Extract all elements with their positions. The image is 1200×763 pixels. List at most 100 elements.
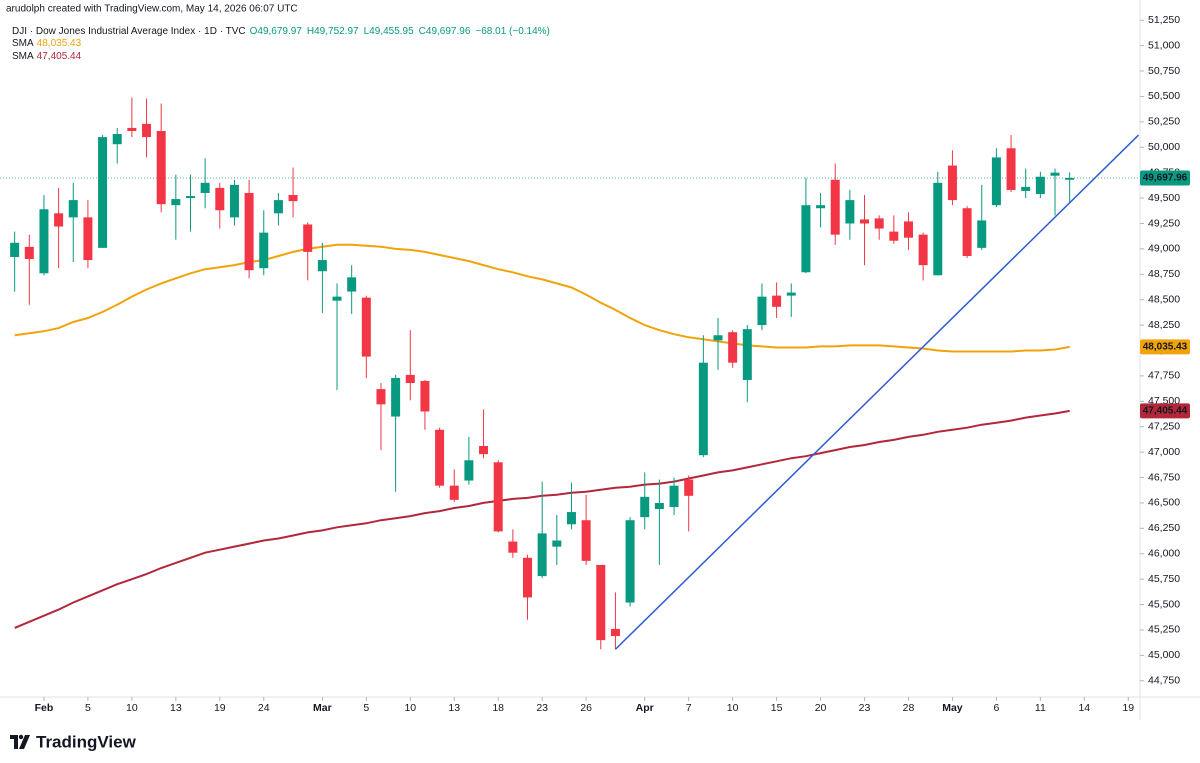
x-tick-label: 18 bbox=[492, 702, 504, 714]
attribution: arudolph created with TradingView.com, M… bbox=[6, 4, 298, 15]
candle-body bbox=[757, 296, 767, 326]
symbol: DJI · Dow Jones Industrial Average Index… bbox=[12, 26, 246, 37]
candle-body bbox=[625, 520, 635, 603]
candle-body bbox=[918, 234, 928, 266]
candle-body bbox=[889, 231, 899, 241]
x-tick-label: 6 bbox=[993, 702, 999, 714]
x-tick-label: 20 bbox=[815, 702, 827, 714]
trendline bbox=[614, 134, 1140, 650]
candle-body bbox=[596, 564, 606, 641]
x-tick-label: 5 bbox=[85, 702, 91, 714]
candle-body bbox=[1065, 177, 1075, 180]
last-price-label: 49,697.96 bbox=[1143, 173, 1188, 184]
candle-body bbox=[860, 219, 870, 224]
y-tick-label: 48,250 bbox=[1148, 319, 1180, 331]
y-tick-label: 47,250 bbox=[1148, 420, 1180, 432]
y-tick-label: 50,250 bbox=[1148, 116, 1180, 128]
candle-body bbox=[200, 182, 210, 193]
candle-body bbox=[640, 496, 650, 518]
candle-body bbox=[420, 380, 430, 412]
candle-body bbox=[874, 218, 884, 229]
candle-body bbox=[830, 179, 840, 235]
ohlc-value: −68.01 (−0.14%) bbox=[475, 26, 550, 37]
candle-body bbox=[288, 195, 298, 202]
candle-body bbox=[845, 200, 855, 224]
x-tick-label: 26 bbox=[580, 702, 592, 714]
candle-body bbox=[816, 205, 826, 209]
logo-icon bbox=[10, 735, 30, 749]
legend-name: SMA bbox=[12, 51, 34, 62]
candle-body bbox=[537, 533, 547, 577]
y-tick-label: 50,000 bbox=[1148, 141, 1180, 153]
candle-body bbox=[273, 200, 283, 214]
candle-body bbox=[1021, 186, 1031, 191]
candle-body bbox=[244, 192, 254, 271]
x-tick-label: 10 bbox=[126, 702, 138, 714]
candle-body bbox=[552, 540, 562, 547]
candle-body bbox=[728, 332, 738, 363]
candle-body bbox=[742, 329, 752, 380]
candle-body bbox=[142, 123, 152, 138]
y-tick-label: 46,500 bbox=[1148, 497, 1180, 509]
candle-body bbox=[24, 246, 34, 260]
legend-value: 48,035.43 bbox=[37, 38, 82, 49]
candle-body bbox=[259, 232, 269, 269]
x-tick-label: 23 bbox=[536, 702, 548, 714]
x-tick-label: 5 bbox=[363, 702, 369, 714]
candle-body bbox=[786, 292, 796, 296]
logo-icon-dot bbox=[18, 734, 24, 740]
candle-body bbox=[39, 209, 49, 274]
candle-body bbox=[933, 182, 943, 276]
candle-body bbox=[127, 127, 137, 131]
x-tick-label: 14 bbox=[1078, 702, 1090, 714]
x-tick-label: 7 bbox=[686, 702, 692, 714]
sma-price-label-box bbox=[1140, 403, 1190, 419]
y-tick-label: 49,500 bbox=[1148, 192, 1180, 204]
candle-body bbox=[54, 213, 64, 227]
candle-body bbox=[1006, 148, 1016, 190]
x-tick-label: 23 bbox=[859, 702, 871, 714]
x-tick-label: 15 bbox=[771, 702, 783, 714]
candle-body bbox=[713, 335, 723, 341]
candle-body bbox=[376, 389, 386, 405]
y-tick-label: 46,250 bbox=[1148, 522, 1180, 534]
candle-body bbox=[68, 200, 78, 218]
candle-body bbox=[83, 217, 93, 261]
candle-body bbox=[361, 297, 371, 357]
y-tick-label: 45,500 bbox=[1148, 598, 1180, 610]
y-tick-label: 48,500 bbox=[1148, 293, 1180, 305]
x-tick-label: 13 bbox=[170, 702, 182, 714]
x-tick-label: 10 bbox=[404, 702, 416, 714]
y-tick-label: 51,250 bbox=[1148, 14, 1180, 26]
last-price-label-box bbox=[1140, 170, 1190, 186]
candle-body bbox=[185, 196, 195, 199]
candle-body bbox=[801, 205, 811, 273]
legend-name: SMA bbox=[12, 38, 34, 49]
candle-body bbox=[947, 165, 957, 201]
candle-body bbox=[684, 479, 694, 496]
ohlc-value: O49,679.97 bbox=[250, 26, 303, 37]
candle-body bbox=[391, 377, 401, 417]
candle-body bbox=[156, 130, 166, 205]
x-tick-label: Apr bbox=[636, 702, 654, 714]
x-tick-label: 10 bbox=[727, 702, 739, 714]
x-tick-label: May bbox=[942, 702, 963, 714]
y-tick-label: 49,250 bbox=[1148, 217, 1180, 229]
logo: TradingView bbox=[10, 732, 137, 751]
sma-legend: SMA 48,035.43 bbox=[12, 38, 82, 49]
x-tick-label: 24 bbox=[258, 702, 270, 714]
sma-price-label-box bbox=[1140, 339, 1190, 355]
sma-legend: SMA 47,405.44 bbox=[12, 51, 82, 62]
candle-body bbox=[977, 220, 987, 248]
x-tick-label: 11 bbox=[1035, 702, 1046, 714]
candle-body bbox=[98, 137, 108, 248]
candle-body bbox=[1035, 176, 1045, 195]
y-tick-label: 50,750 bbox=[1148, 65, 1180, 77]
candle-body bbox=[215, 187, 225, 211]
x-tick-label: Feb bbox=[35, 702, 54, 714]
candle-body bbox=[669, 485, 679, 507]
x-tick-label: Mar bbox=[313, 702, 332, 714]
ohlc-value: C49,697.96 bbox=[419, 26, 471, 37]
candle-body bbox=[303, 224, 313, 252]
